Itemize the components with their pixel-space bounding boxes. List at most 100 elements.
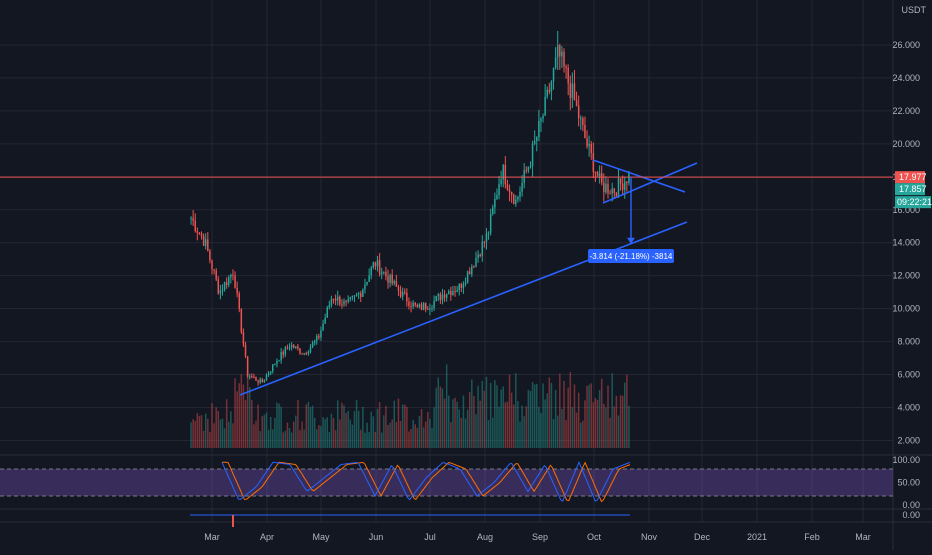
countdown-box bbox=[895, 196, 931, 209]
candle-body bbox=[328, 304, 331, 308]
volume-bar bbox=[626, 374, 628, 448]
candle-body bbox=[265, 375, 268, 381]
volume-bar bbox=[292, 421, 295, 448]
candle-body bbox=[489, 214, 492, 233]
candle-body bbox=[330, 298, 333, 305]
volume-bar bbox=[267, 429, 270, 448]
volume-bar bbox=[448, 395, 450, 448]
volume-bar bbox=[364, 432, 366, 448]
volume-bar bbox=[445, 364, 448, 448]
volume-bar bbox=[569, 372, 572, 448]
candle-body bbox=[485, 233, 488, 242]
last-price-green-value: 17.857 bbox=[899, 184, 927, 194]
candle-body bbox=[542, 115, 544, 119]
candle-body bbox=[475, 257, 477, 267]
candle-body bbox=[529, 166, 532, 168]
price-tick-label: 10.000 bbox=[892, 304, 920, 314]
candle-body bbox=[389, 274, 391, 283]
candle-body bbox=[571, 83, 574, 98]
volume-bar bbox=[508, 374, 511, 448]
volume-bar bbox=[546, 393, 548, 448]
candle-body bbox=[209, 250, 211, 261]
candle-body bbox=[190, 218, 192, 220]
candle-body bbox=[334, 298, 337, 301]
candle-body bbox=[393, 281, 396, 284]
measure-annotation-box bbox=[588, 249, 674, 263]
candle-body bbox=[502, 164, 504, 180]
volume-bar bbox=[330, 413, 333, 448]
price-tick-label: 20.000 bbox=[892, 139, 920, 149]
candle-body bbox=[569, 83, 572, 98]
volume-bar bbox=[328, 431, 331, 448]
price-tick-label: 24.000 bbox=[892, 73, 920, 83]
candle-body bbox=[454, 291, 456, 293]
candle-body bbox=[364, 284, 366, 290]
time-tick-label: Feb bbox=[804, 532, 820, 542]
volume-bar bbox=[320, 425, 322, 448]
volume-bar bbox=[458, 409, 460, 448]
candle-body bbox=[588, 143, 590, 147]
candle-body bbox=[259, 379, 261, 383]
candle-body bbox=[448, 291, 450, 295]
volume-bar bbox=[479, 400, 481, 448]
candle-body bbox=[410, 305, 412, 307]
candle-body bbox=[242, 332, 245, 345]
candle-body bbox=[573, 83, 576, 101]
candle-body bbox=[471, 266, 473, 275]
candle-body bbox=[397, 286, 400, 291]
candle-body bbox=[387, 276, 389, 283]
candle-body bbox=[408, 301, 410, 306]
candle-body bbox=[251, 376, 253, 378]
volume-bar bbox=[228, 421, 230, 448]
volume-bar bbox=[274, 417, 276, 448]
volume-bar bbox=[242, 384, 245, 448]
candle-body bbox=[316, 336, 318, 341]
candle-body bbox=[207, 239, 209, 251]
volume-bar bbox=[288, 427, 291, 448]
price-tick-label: 12.000 bbox=[892, 271, 920, 281]
candle-body bbox=[494, 198, 496, 208]
volume-bar bbox=[263, 414, 266, 448]
volume-bar bbox=[611, 373, 613, 448]
candle-body bbox=[374, 262, 377, 267]
macd-zero-label: 0.00 bbox=[902, 510, 920, 520]
candle-body bbox=[194, 220, 196, 232]
candle-body bbox=[473, 266, 475, 268]
candle-body bbox=[401, 291, 404, 297]
candle-body bbox=[422, 303, 425, 310]
volume-bar bbox=[380, 432, 383, 448]
volume-bar bbox=[487, 420, 490, 448]
volume-bar bbox=[372, 416, 375, 448]
candle-body bbox=[483, 241, 486, 243]
candle-body bbox=[336, 296, 339, 301]
candle-body bbox=[584, 125, 586, 139]
candle-body bbox=[263, 380, 266, 383]
candle-body bbox=[510, 191, 513, 195]
candle-body bbox=[376, 260, 379, 267]
volume-bar bbox=[234, 378, 236, 448]
volume-bar bbox=[326, 417, 328, 448]
price-tick-label: 4.000 bbox=[897, 403, 920, 413]
volume-bar bbox=[464, 418, 467, 448]
time-tick-label: Sep bbox=[532, 532, 548, 542]
volume-bar bbox=[525, 406, 528, 448]
volume-bar bbox=[515, 373, 517, 448]
volume-bar bbox=[286, 422, 289, 448]
measure-annotation: -3.814 (-21.18%) -3814 bbox=[588, 249, 674, 263]
candle-body bbox=[575, 100, 578, 106]
volume-bar bbox=[408, 431, 410, 448]
last-price-red-value: 17.977 bbox=[899, 172, 927, 182]
candle-body bbox=[240, 308, 243, 333]
candle-body bbox=[343, 300, 345, 305]
volume-bar bbox=[571, 407, 574, 448]
candle-body bbox=[238, 293, 240, 309]
volume-bar bbox=[548, 377, 551, 448]
candle-body bbox=[368, 275, 370, 282]
candle-body bbox=[406, 292, 408, 302]
volume-bar bbox=[410, 428, 412, 448]
volume-bar bbox=[378, 402, 381, 448]
candle-body bbox=[347, 298, 349, 302]
volume-bar bbox=[385, 406, 387, 448]
